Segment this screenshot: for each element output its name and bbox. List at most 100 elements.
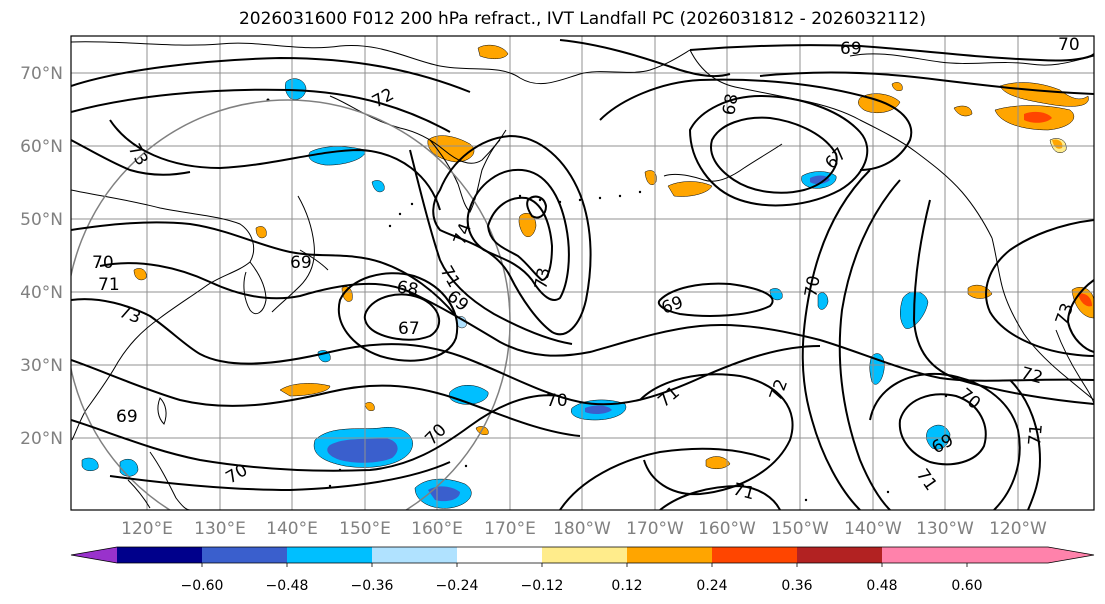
colorbar-segment xyxy=(882,547,967,563)
coastline-alaska xyxy=(689,49,993,239)
coastline-taiwan xyxy=(157,397,167,425)
anomaly-patch-darkblue-1 xyxy=(327,438,398,463)
colorbar-segment xyxy=(372,547,457,563)
contour-line xyxy=(838,179,901,510)
anomaly-patch-orange-15 xyxy=(644,170,657,185)
colorbar-segment xyxy=(287,547,372,563)
anomaly-patch-orange-1 xyxy=(427,135,475,163)
contour-line xyxy=(599,78,913,171)
anomaly-patch-orange-2 xyxy=(477,44,509,59)
lon-label: 160°W xyxy=(698,519,756,539)
longitude-labels: 120°E 130°E 140°E 150°E 160°E 170°E 180°… xyxy=(121,519,1047,539)
contour-label: 71 xyxy=(98,275,120,295)
anomaly-patch-orange-11 xyxy=(341,286,353,302)
contour-line xyxy=(688,94,869,207)
map-title: 2026031600 F012 200 hPa refract., IVT La… xyxy=(238,9,926,29)
lat-label: 70°N xyxy=(20,64,63,84)
contour-line xyxy=(71,88,451,133)
anomaly-patch-blue-13 xyxy=(926,424,951,450)
colorbar-tick-label: −0.24 xyxy=(436,578,479,594)
contour-line xyxy=(801,169,871,510)
refractivity-contours xyxy=(71,39,1094,510)
coastline-north-america xyxy=(991,237,1094,401)
lon-label: 130°E xyxy=(194,519,246,539)
anomaly-patch-orange-9 xyxy=(667,181,713,197)
lon-label: 170°W xyxy=(626,519,684,539)
colorbar-segment xyxy=(542,547,627,563)
colorbar: −0.60 −0.48 −0.36 −0.24 −0.12 0.12 0.24 … xyxy=(70,546,1095,594)
colorbar-segment xyxy=(202,547,287,563)
contour-line xyxy=(432,134,592,336)
contour-line xyxy=(99,262,1094,382)
contour-line xyxy=(71,139,191,176)
anomaly-patch-orange-8 xyxy=(705,456,731,469)
contour-line xyxy=(710,116,838,194)
contour-line xyxy=(639,373,794,496)
contour-line xyxy=(466,168,570,301)
anomaly-patch-orange-18 xyxy=(891,82,903,91)
lon-label: 150°E xyxy=(339,519,391,539)
contour-line xyxy=(559,39,731,78)
coastline-korea xyxy=(243,261,267,315)
anomaly-patch-darkblue-3 xyxy=(585,405,612,415)
anomaly-patch-red-6 xyxy=(1078,293,1092,307)
coastline-arctic-canada xyxy=(849,53,1094,66)
colorbar-extend-min xyxy=(71,547,117,563)
contour-line xyxy=(559,447,771,510)
contour-line xyxy=(1009,379,1042,510)
anomaly-patch-blue-14 xyxy=(371,180,385,193)
contour-line xyxy=(657,282,774,317)
coastline-bering xyxy=(663,143,783,182)
colorbar-outline xyxy=(70,546,1095,564)
anomaly-patch-orange-16 xyxy=(953,105,973,117)
lon-label: 170°E xyxy=(484,519,536,539)
contour-line xyxy=(526,195,548,219)
lat-label: 60°N xyxy=(20,137,63,157)
contour-label: 70 xyxy=(92,253,114,273)
colorbar-ticks xyxy=(201,563,968,567)
contour-line xyxy=(486,196,554,282)
contour-label: 68 xyxy=(719,92,742,117)
contour-line xyxy=(689,44,1094,62)
anomaly-patch-blue-10 xyxy=(81,457,99,471)
contour-line xyxy=(71,221,457,317)
contour-label: 70 xyxy=(801,274,824,299)
contour-line xyxy=(109,461,451,492)
contour-label: 70 xyxy=(1058,35,1080,55)
contour-label: 70 xyxy=(546,391,568,411)
coastline-philippines xyxy=(127,451,191,510)
colorbar-segment xyxy=(712,547,797,563)
colorbar-tick-label: 0.36 xyxy=(781,578,812,594)
colorbar-tick-label: −0.60 xyxy=(181,578,224,594)
contour-line xyxy=(109,119,441,211)
anomaly-patch-orange-13 xyxy=(255,226,267,239)
contour-label: 68 xyxy=(395,277,420,300)
coastline-okhotsk xyxy=(329,95,507,164)
contour-label: 67 xyxy=(398,319,420,339)
lat-label: 50°N xyxy=(20,210,63,230)
anomaly-patch-orange-20 xyxy=(364,402,375,411)
colorbar-tick-label: 0.12 xyxy=(611,578,642,594)
coastline-japan xyxy=(271,195,329,313)
contour-line xyxy=(869,372,1021,510)
colorbar-tick-label: 0.24 xyxy=(696,578,727,594)
colorbar-tick-label: −0.36 xyxy=(351,578,394,594)
anomaly-patch-blue-12 xyxy=(817,292,829,310)
lon-label: 140°W xyxy=(844,519,902,539)
lat-label: 20°N xyxy=(20,429,63,449)
lon-label: 140°E xyxy=(266,519,318,539)
contour-line xyxy=(912,199,1094,405)
lon-label: 120°W xyxy=(989,519,1047,539)
contour-line xyxy=(659,484,781,510)
lat-label: 40°N xyxy=(20,283,63,303)
anomaly-patch-darkblue-7 xyxy=(810,175,830,185)
coastlines xyxy=(71,41,1094,510)
colorbar-tick-label: 0.60 xyxy=(951,578,982,594)
contour-line xyxy=(759,71,1094,95)
contour-line xyxy=(337,272,459,362)
contour-line xyxy=(1066,279,1094,353)
lon-label: 160°E xyxy=(411,519,463,539)
contour-line xyxy=(71,394,561,472)
contour-label: 71 xyxy=(1025,423,1047,446)
